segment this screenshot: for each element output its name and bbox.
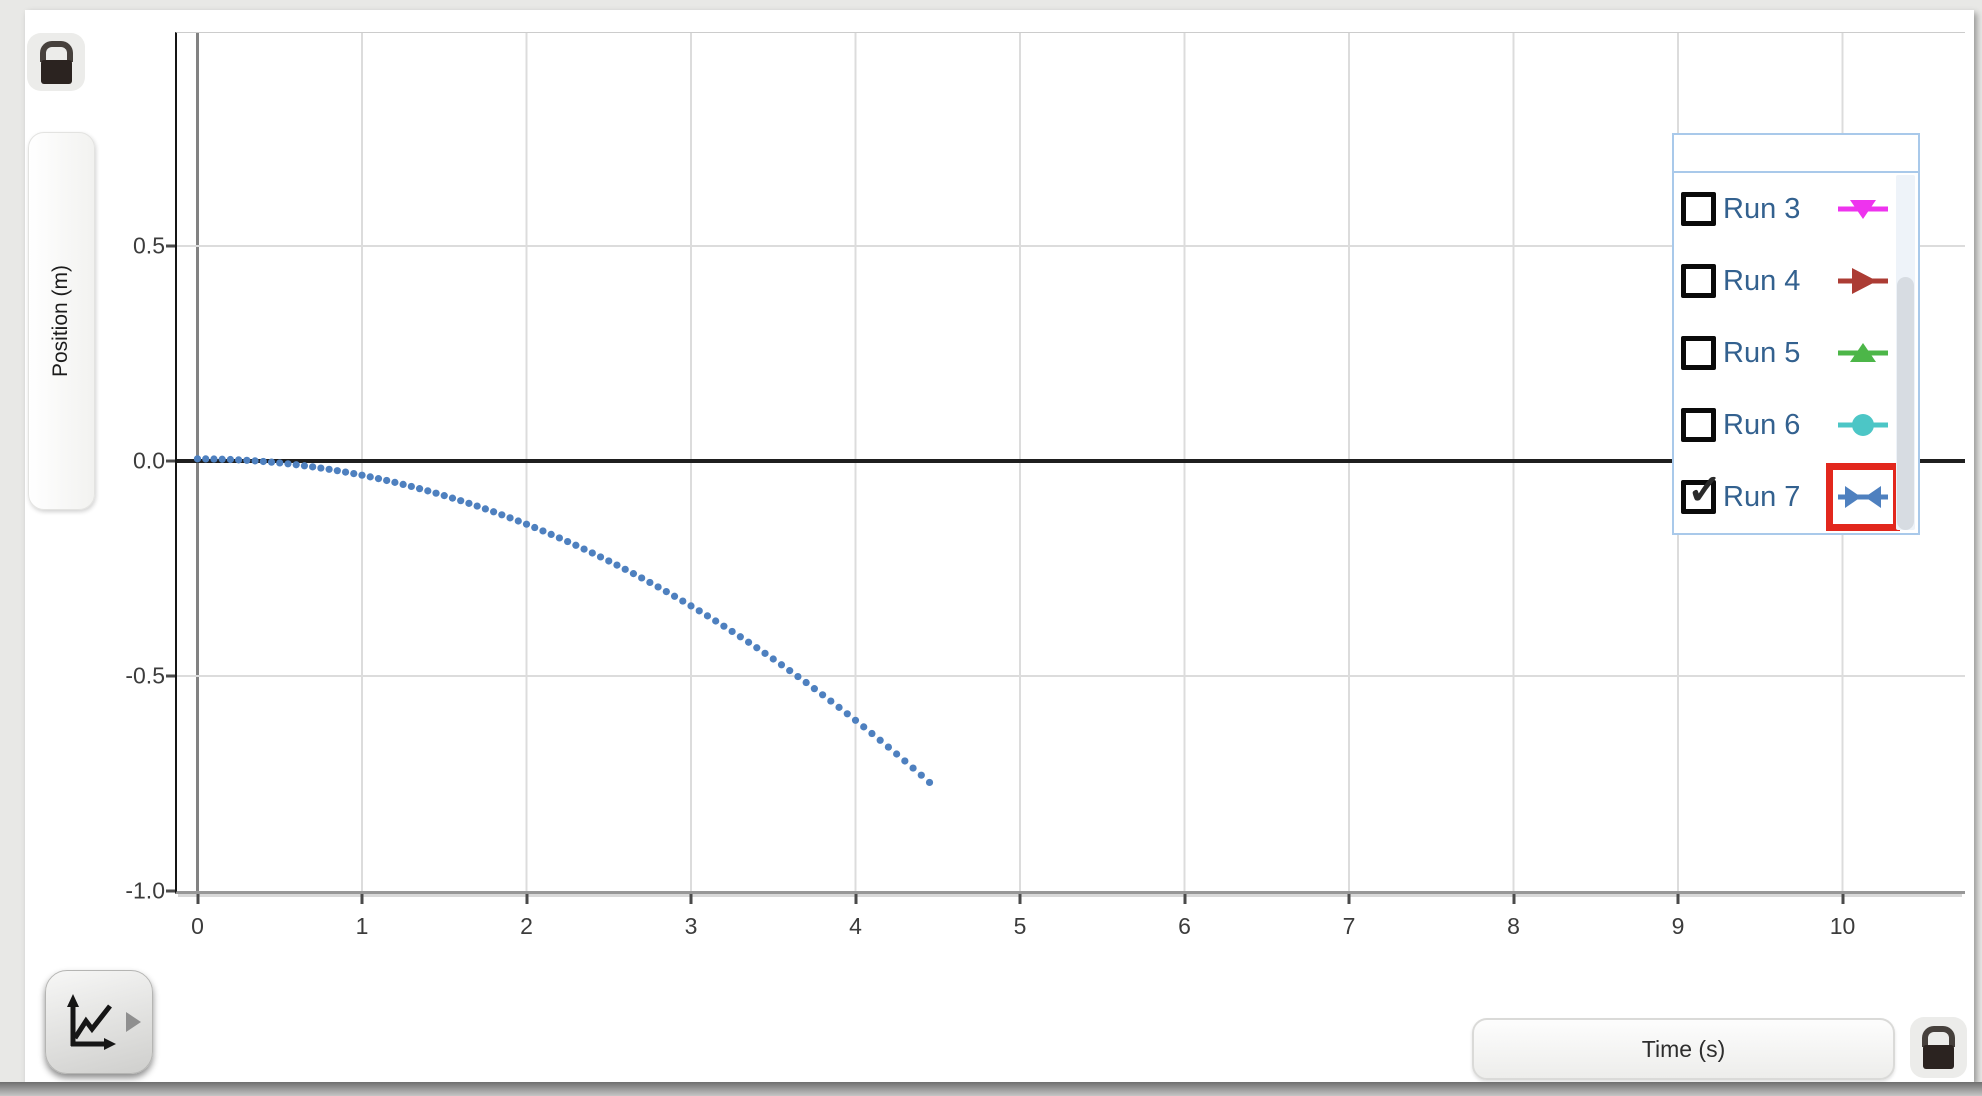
padlock-icon [1922, 1026, 1955, 1069]
x-tick-label: 3 [684, 913, 698, 939]
window-bottom-edge [0, 1082, 1982, 1096]
x-tick-label: 9 [1671, 913, 1685, 939]
run-legend-panel[interactable]: Run 3 Run 4 Run 5 Run 6 ✓ Run 7 [1672, 133, 1920, 535]
graph-tools-button[interactable] [45, 970, 153, 1074]
x-tick-mark [1512, 894, 1515, 904]
x-tick-label: 5 [1013, 913, 1027, 939]
run-marker-icon-triangle-down [1838, 200, 1888, 219]
run-marker-icon-triangle-right [1838, 268, 1888, 294]
data-series-run-7 [193, 455, 934, 787]
x-tick-mark [360, 894, 364, 904]
run-visibility-checkbox[interactable] [1681, 192, 1716, 226]
run-marker-cell-highlighted[interactable] [1826, 463, 1900, 531]
legend-rows: Run 3 Run 4 Run 5 Run 6 ✓ Run 7 [1674, 173, 1918, 533]
run-visibility-checkbox[interactable] [1681, 336, 1716, 370]
x-tick-mark [1347, 894, 1351, 904]
run-marker-icon-triangle-up [1838, 343, 1888, 362]
y-axis-label-button[interactable]: Position (m) [28, 132, 95, 510]
run-label[interactable]: Run 3 [1723, 192, 1801, 225]
run-marker-cell[interactable] [1826, 247, 1900, 315]
run-label[interactable]: Run 4 [1723, 264, 1801, 297]
padlock-icon [39, 40, 73, 84]
y-tick-label: -0.5 [125, 662, 165, 689]
y-tick-mark [166, 889, 175, 893]
line-chart-icon [66, 994, 116, 1050]
run-visibility-checkbox[interactable]: ✓ [1681, 469, 1722, 514]
checkmark-icon: ✓ [1687, 466, 1723, 513]
x-tick-mark [689, 894, 693, 904]
x-tick-mark [1183, 894, 1186, 904]
x-tick-mark [525, 894, 528, 904]
y-tick-mark [166, 459, 175, 463]
plot-area[interactable]: 0 1 2 3 4 5 6 7 8 9 10 0.5 0.0 -0.5 -1.0 [125, 32, 1965, 939]
legend-row-run-3: Run 3 [1674, 173, 1918, 245]
x-tick-label: 8 [1507, 913, 1520, 939]
x-tick-label: 7 [1342, 913, 1356, 939]
legend-scrollbar-thumb[interactable] [1897, 277, 1914, 530]
run-marker-icon-circle [1838, 414, 1888, 436]
x-tick-mark [1841, 894, 1844, 904]
y-axis-label: Position (m) [49, 264, 73, 378]
x-axis-label: Time (s) [1641, 1035, 1726, 1062]
y-tick-mark [166, 674, 175, 678]
x-tick-label: 2 [520, 913, 533, 939]
run-marker-cell[interactable] [1826, 175, 1900, 243]
y-tick-label: 0.5 [133, 232, 165, 259]
legend-row-run-4: Run 4 [1674, 245, 1918, 317]
x-axis-lock-button[interactable] [1910, 1017, 1967, 1078]
x-tick-mark [1676, 894, 1680, 904]
legend-scrollbar-track[interactable] [1896, 175, 1915, 530]
y-axis-lock-button[interactable] [27, 33, 85, 91]
graph-canvas: Position (m) 0 1 2 3 4 5 6 7 8 9 10 0.5 0.0 -0.5 -1.0 … [25, 10, 1974, 1083]
legend-row-run-5: Run 5 [1674, 317, 1918, 389]
legend-row-run-6: Run 6 [1674, 389, 1918, 461]
run-label[interactable]: Run 6 [1723, 408, 1801, 441]
run-marker-icon-bowtie [1838, 486, 1888, 508]
y-tick-label: -1.0 [125, 877, 165, 904]
y-tick-label: 0.0 [133, 447, 165, 474]
x-tick-label: 10 [1829, 913, 1856, 939]
x-tick-mark [854, 894, 857, 904]
legend-row-run-7: ✓ Run 7 [1674, 461, 1918, 533]
run-label[interactable]: Run 5 [1723, 336, 1801, 369]
run-label[interactable]: Run 7 [1723, 480, 1801, 513]
disclosure-arrow-icon [125, 1012, 141, 1032]
legend-header[interactable] [1674, 135, 1918, 173]
run-marker-cell[interactable] [1826, 391, 1900, 459]
x-tick-mark [1018, 894, 1022, 904]
x-tick-label: 1 [355, 913, 369, 939]
y-tick-mark [166, 244, 175, 248]
run-marker-cell[interactable] [1826, 319, 1900, 387]
x-tick-mark [196, 894, 199, 904]
run-visibility-checkbox[interactable] [1681, 408, 1716, 442]
x-axis-label-button[interactable]: Time (s) [1472, 1018, 1895, 1080]
x-tick-label: 4 [849, 913, 862, 939]
x-tick-label: 0 [191, 913, 204, 939]
run-visibility-checkbox[interactable] [1681, 264, 1716, 298]
x-tick-label: 6 [1178, 913, 1191, 939]
